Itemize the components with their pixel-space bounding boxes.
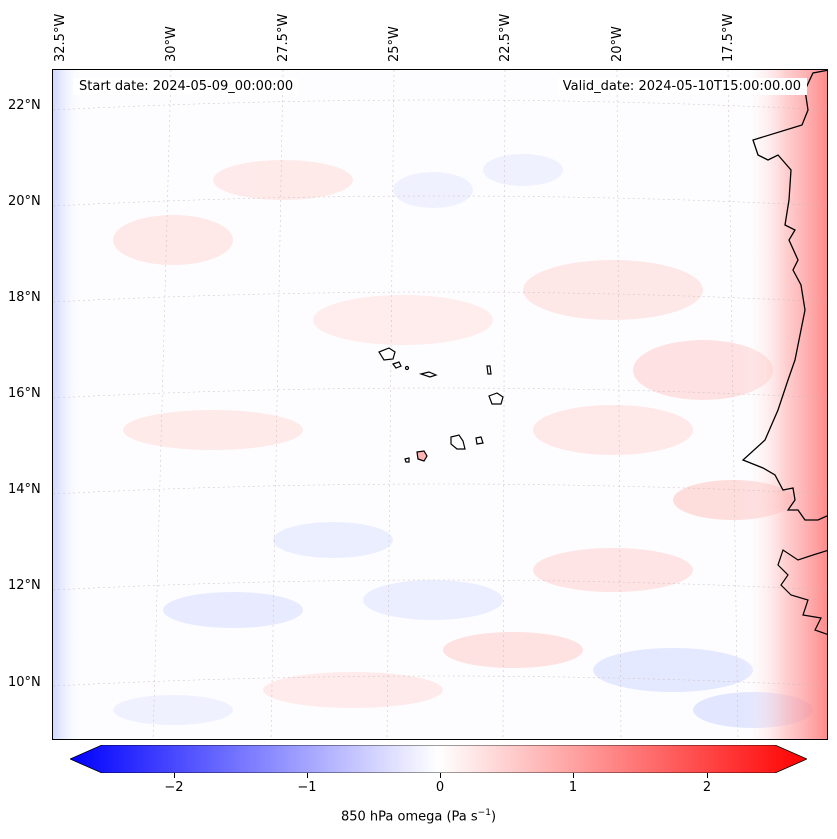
lat-label-16: 16°N [8,386,41,401]
omega-field [53,70,827,739]
colorbar-title-sup: −1 [477,808,491,818]
colorbar [69,744,808,774]
colorbar-tick-2 [707,773,708,778]
lat-label-14: 14°N [8,482,41,497]
lat-label-12: 12°N [8,578,41,593]
lat-label-10: 10°N [8,675,41,690]
colorbar-tick-0 [440,773,441,778]
omega-blobs [113,154,813,728]
colorbar-label--2: −2 [164,780,184,795]
colorbar-tick--2 [174,773,175,778]
lon-label-25: 25°W [387,26,402,62]
coastline-south [777,549,827,635]
colorbar-title: 850 hPa omega (Pa s−1) [0,808,837,824]
colorbar-label-1: 1 [568,780,578,795]
gridlines [53,70,827,739]
lon-label-32-5: 32.5°W [53,13,68,62]
lat-label-22: 22°N [8,98,41,113]
cape-verde-islands [378,347,504,463]
colorbar-label-2: 2 [702,780,712,795]
lon-label-22-5: 22.5°W [498,13,513,62]
lon-label-20: 20°W [610,26,625,62]
colorbar-tick--1 [307,773,308,778]
colorbar-tick-1 [573,773,574,778]
map-panel: Start date: 2024-05-09_00:00:00 Valid_da… [52,69,828,740]
valid-date-label: Valid_date: 2024-05-10T15:00:00.00 [556,78,807,95]
start-date-label: Start date: 2024-05-09_00:00:00 [73,78,300,95]
colorbar-title-text: 850 hPa omega (Pa s [340,809,478,825]
lon-label-17-5: 17.5°W [721,13,736,62]
colorbar-title-end: ) [490,809,497,825]
colorbar-label-0: 0 [435,780,445,795]
lon-label-30: 30°W [164,26,179,62]
lat-label-20: 20°N [8,194,41,209]
coastline [741,70,827,521]
colorbar-label--1: −1 [297,780,317,795]
lon-label-27-5: 27.5°W [276,13,291,62]
colorbar-bar [69,744,808,774]
lat-label-18: 18°N [8,290,41,305]
